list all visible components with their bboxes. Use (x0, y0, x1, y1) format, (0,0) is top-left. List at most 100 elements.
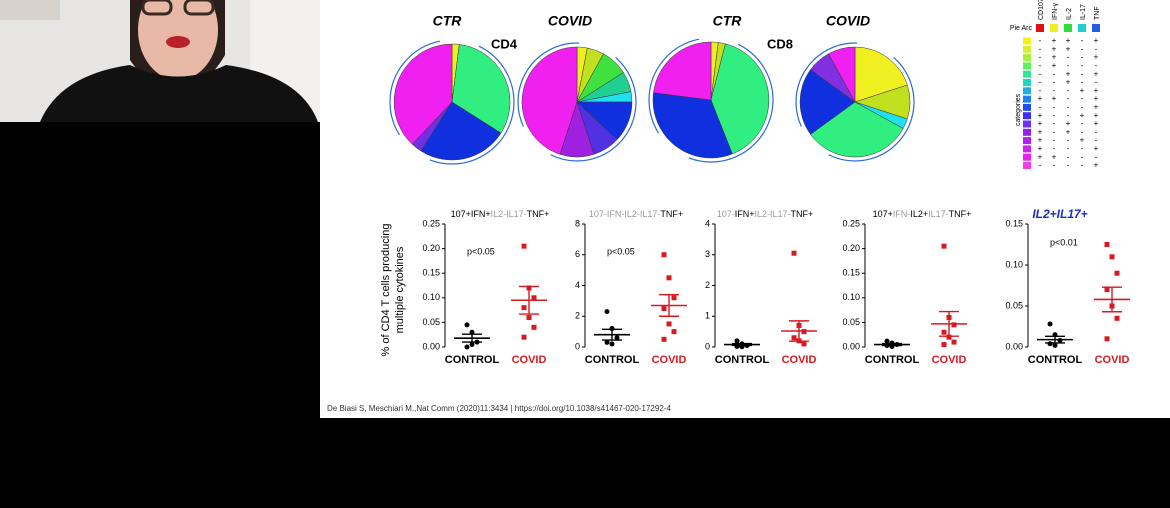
category-swatch (1023, 70, 1031, 78)
data-point (661, 306, 667, 312)
legend-marker (1036, 24, 1044, 32)
category-sign: + (1066, 127, 1071, 136)
category-sign: - (1095, 78, 1098, 87)
y-tick-label: 1 (705, 311, 710, 321)
data-point (1052, 342, 1058, 348)
legend-marker-name: IFN-γ (1052, 2, 1059, 20)
category-sign: + (1052, 44, 1057, 53)
data-point (801, 341, 807, 347)
category-sign: - (1081, 53, 1084, 62)
data-point (469, 329, 475, 335)
category-label: COVID (512, 354, 547, 366)
category-sign: - (1081, 152, 1084, 161)
pie-arc (648, 37, 774, 163)
category-sign: - (1039, 69, 1042, 78)
category-swatch (1023, 137, 1031, 145)
category-sign: - (1081, 36, 1084, 45)
data-point (941, 243, 947, 249)
category-swatch (1023, 128, 1031, 136)
y-tick-label: 0.15 (1005, 218, 1023, 228)
category-sign: + (1052, 61, 1057, 70)
y-tick-label: 4 (575, 280, 580, 290)
category-sign: + (1094, 36, 1099, 45)
data-point (661, 336, 667, 342)
data-point (1057, 337, 1063, 343)
category-swatch (1023, 45, 1031, 53)
data-point (604, 339, 610, 345)
y-axis-label: multiple cytokines (394, 246, 406, 333)
category-sign: + (1052, 152, 1057, 161)
pie-arc (795, 42, 915, 162)
category-sign: - (1067, 53, 1070, 62)
category-sign: - (1067, 161, 1070, 170)
category-sign: - (1081, 69, 1084, 78)
title-part: 107+IFN+ (451, 209, 491, 219)
data-point (951, 339, 957, 345)
category-sign: - (1053, 86, 1056, 95)
category-sign: + (1052, 53, 1057, 62)
legend-marker (1092, 24, 1100, 32)
mouth (166, 36, 190, 48)
y-tick-label: 0.05 (842, 317, 860, 327)
data-point (661, 252, 667, 258)
y-tick-label: 3 (705, 249, 710, 259)
data-point (941, 329, 947, 335)
data-point (604, 309, 610, 315)
category-sign: + (1052, 94, 1057, 103)
data-point (469, 342, 475, 348)
category-swatch (1023, 62, 1031, 70)
pie-arc (389, 39, 515, 165)
category-sign: - (1067, 136, 1070, 145)
data-point (1047, 341, 1053, 347)
category-sign: + (1080, 136, 1085, 145)
category-sign: - (1039, 61, 1042, 70)
y-tick-label: 0.10 (1005, 259, 1023, 269)
category-sign: + (1038, 119, 1043, 128)
category-sign: + (1066, 44, 1071, 53)
category-sign: - (1053, 111, 1056, 120)
category-sign: - (1053, 103, 1056, 112)
data-point (671, 329, 677, 335)
data-point (951, 322, 957, 328)
category-sign: - (1067, 94, 1070, 103)
pie-title: COVID (548, 13, 592, 29)
legend-marker (1050, 24, 1058, 32)
category-sign: - (1053, 136, 1056, 145)
data-point (531, 295, 537, 301)
category-swatch (1023, 95, 1031, 103)
legend-marker-name: TNF (1094, 6, 1101, 20)
category-sign: + (1066, 78, 1071, 87)
y-tick-label: 0.10 (422, 292, 440, 302)
title-part: TNF+ (949, 209, 972, 219)
category-swatch (1023, 153, 1031, 161)
category-label: CONTROL (445, 354, 500, 366)
y-tick-label: 0.10 (842, 292, 860, 302)
category-sign: - (1095, 136, 1098, 145)
category-sign: - (1081, 144, 1084, 153)
legend-marker-name: IL-17 (1080, 4, 1087, 20)
pie-subtitle: CD4 (491, 36, 518, 51)
pie-slice (799, 69, 856, 135)
pie-slice (810, 101, 904, 158)
y-tick-label: 0.20 (422, 243, 440, 253)
data-point (666, 321, 672, 327)
category-label: CONTROL (585, 354, 640, 366)
category-swatch (1023, 87, 1031, 95)
title-part: TNF+ (660, 209, 683, 219)
category-sign: - (1039, 53, 1042, 62)
title-part: 107- (717, 209, 735, 219)
data-point (614, 335, 620, 341)
title-part: IL2+IL17+ (1032, 207, 1087, 221)
category-sign: + (1094, 144, 1099, 153)
category-label: COVID (932, 354, 967, 366)
data-point (791, 250, 797, 256)
category-sign: + (1094, 119, 1099, 128)
p-value: p<0.01 (1050, 237, 1078, 247)
category-sign: - (1067, 86, 1070, 95)
pie-slice (521, 46, 578, 155)
data-point (1104, 336, 1110, 342)
data-point (1109, 254, 1115, 260)
category-sign: + (1038, 136, 1043, 145)
data-point (531, 324, 537, 330)
title-part: IL2+ (910, 209, 928, 219)
